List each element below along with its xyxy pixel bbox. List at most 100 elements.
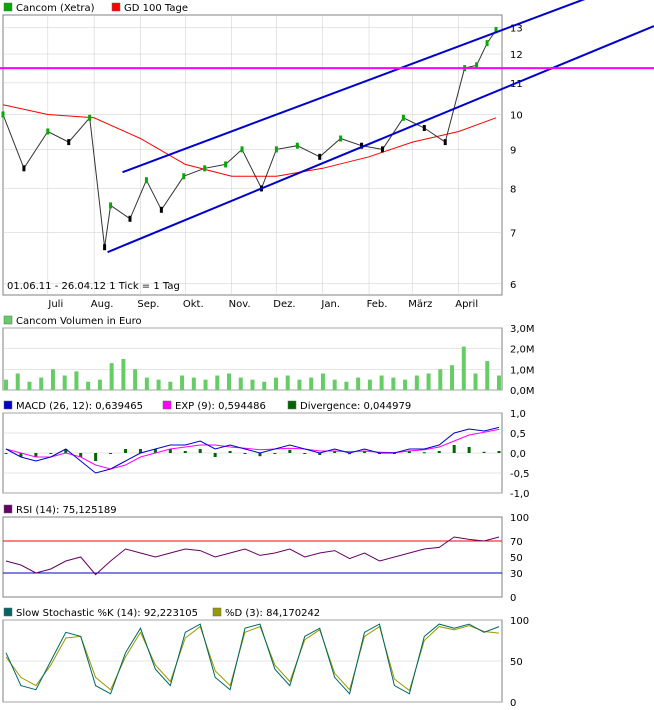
price-candle <box>46 128 50 135</box>
sma100-polyline <box>2 104 497 177</box>
stochastic-y-tick-label: 0 <box>510 698 516 709</box>
rsi-panel: RSI (14): 75,125189 0 30 50 70 100 <box>2 504 529 604</box>
price-x-tick-label: März <box>408 299 432 310</box>
price-candle <box>274 146 278 153</box>
price-x-tick-label: Sep. <box>137 299 159 310</box>
volume-bar <box>133 369 138 390</box>
divergence-bar <box>153 449 157 453</box>
stochastic-panel: Slow Stochastic %K (14): 92,223105 %D (3… <box>2 607 529 709</box>
volume-bar <box>74 371 79 390</box>
macd-y-tick-label: 0,5 <box>510 429 526 440</box>
price-candle <box>182 173 186 180</box>
price-panel: Cancom (Xetra) GD 100 Tage 678910111213 … <box>0 0 654 310</box>
price-x-tick-label: Juli <box>47 299 63 310</box>
stochastic-y-tick-label: 50 <box>510 657 523 668</box>
volume-bar <box>227 373 232 390</box>
price-x-tick-label: Jan. <box>320 299 340 310</box>
volume-legend-label: Cancom Volumen in Euro <box>16 316 142 327</box>
volume-bar <box>297 379 302 390</box>
price-legend-swatch-2 <box>111 2 121 12</box>
divergence-bar <box>198 449 202 453</box>
divergence-bar <box>497 451 501 453</box>
price-y-tick-label: 8 <box>510 184 516 195</box>
volume-bar <box>39 377 44 390</box>
price-legend-swatch-1 <box>3 2 13 12</box>
stochastic-series <box>5 623 500 695</box>
divergence-bar <box>348 453 352 455</box>
divergence-bar <box>303 453 307 454</box>
macd-y-tick-label: -1,0 <box>510 489 530 500</box>
rsi-y-tick-label: 50 <box>510 553 523 564</box>
volume-bar <box>191 377 196 390</box>
volume-bar <box>4 379 8 390</box>
volume-bar <box>273 377 278 390</box>
price-candle <box>128 215 132 222</box>
stochastic-k-line <box>5 623 500 695</box>
macd-legend-swatch-3 <box>287 400 297 410</box>
volume-bar <box>379 375 384 390</box>
price-candle <box>360 142 364 149</box>
volume-bar <box>344 381 349 390</box>
volume-bar <box>461 346 466 390</box>
price-legend-label-1: Cancom (Xetra) <box>16 3 95 14</box>
rsi-line <box>5 536 500 576</box>
macd-legend-label-1: MACD (26, 12): 0,639465 <box>16 401 143 412</box>
volume-bar <box>285 375 290 390</box>
divergence-bar <box>213 453 217 457</box>
price-candle <box>22 165 26 172</box>
volume-bar <box>121 359 126 390</box>
volume-bar <box>250 379 255 390</box>
divergence-bar <box>49 453 53 454</box>
price-candle <box>1 111 5 118</box>
price-grid <box>3 15 502 295</box>
volume-y-tick-label: 1,0M <box>510 365 535 376</box>
macd-y-axis: -1,0 -0,5 0,0 0,5 1,0 <box>510 409 530 500</box>
rsi-grid <box>3 540 502 574</box>
volume-bar <box>403 379 408 390</box>
divergence-bar <box>94 453 98 461</box>
price-candle <box>443 139 447 146</box>
volume-bar <box>309 377 314 390</box>
volume-bar <box>15 373 20 390</box>
rsi-y-tick-label: 0 <box>510 593 516 604</box>
volume-bar <box>50 369 55 390</box>
macd-y-tick-label: 1,0 <box>510 409 526 420</box>
price-polyline <box>2 29 497 248</box>
volume-y-tick-label: 2,0M <box>510 345 535 356</box>
volume-bar <box>367 379 372 390</box>
price-x-tick-label: Dez. <box>273 299 295 310</box>
macd-y-tick-label: -0,5 <box>510 469 530 480</box>
macd-legend-swatch-1 <box>3 400 13 410</box>
macd-line <box>5 426 500 474</box>
volume-bar <box>97 379 102 390</box>
rsi-plot-frame <box>2 516 503 598</box>
price-candle <box>224 161 228 168</box>
price-y-tick-label: 7 <box>510 229 516 240</box>
volume-bar <box>203 379 208 390</box>
macd-legend-label-3: Divergence: 0,044979 <box>300 401 411 412</box>
volume-bar <box>109 363 114 390</box>
volume-bar <box>86 381 91 390</box>
price-candle <box>485 40 489 47</box>
volume-y-axis: 0,0M 1,0M 2,0M 3,0M <box>510 324 535 397</box>
volume-bar <box>238 377 243 390</box>
volume-bar <box>391 377 396 390</box>
volume-bar <box>414 375 419 390</box>
price-x-tick-label: Okt. <box>183 299 204 310</box>
volume-bar <box>27 381 32 390</box>
stochastic-y-tick-label: 100 <box>510 616 529 627</box>
divergence-bar <box>183 451 187 453</box>
rsi-y-tick-label: 30 <box>510 569 523 580</box>
price-legend-label-2: GD 100 Tage <box>124 3 188 14</box>
divergence-bar <box>467 447 471 453</box>
channel-lower-line <box>107 25 654 254</box>
date-range-annotation: 01.06.11 - 26.04.12 1 Tick = 1 Tag <box>7 281 180 292</box>
price-candle <box>203 165 207 172</box>
price-y-tick-label: 11 <box>510 79 523 90</box>
volume-bar <box>62 375 67 390</box>
price-candle <box>67 139 71 146</box>
rsi-y-tick-label: 100 <box>510 513 529 524</box>
price-candle <box>159 206 163 213</box>
divergence-bar <box>258 453 262 457</box>
